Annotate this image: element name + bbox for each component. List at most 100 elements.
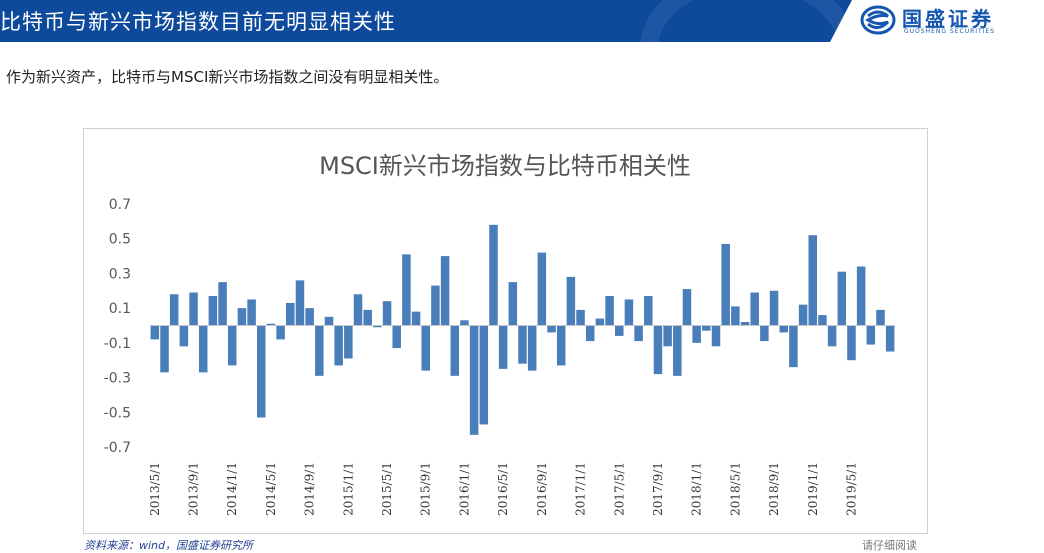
brand-subtitle: GUOSHENG SECURITIES [904,28,996,35]
bar-37 [508,282,518,326]
bar-76 [885,325,895,352]
bar-20 [344,325,353,359]
bar-66 [789,325,798,368]
bar-18 [324,316,334,326]
bar-25 [392,325,401,349]
bar-4 [189,292,198,326]
bar-55 [682,289,692,326]
chart-title: MSCI新兴市场指数与比特币相关性 [319,152,691,180]
x-tick-label-3: 2014/5/1 [264,462,278,516]
bar-32 [460,320,469,326]
y-tick-label-6: -0.5 [104,405,131,421]
x-tick-label-18: 2019/5/1 [844,462,858,516]
header-decoration [640,0,856,42]
bar-56 [692,325,701,343]
brand-name: 国盛证券 [902,7,994,31]
bar-6 [208,295,218,326]
x-tick-label-12: 2017/5/1 [612,462,626,516]
x-tick-label-1: 2013/9/1 [187,462,201,516]
intro-text: 作为新兴资产，比特币与MSCI新兴市场指数之间没有明显相关性。 [6,68,449,86]
x-tick-label-15: 2018/5/1 [728,462,742,516]
bar-16 [305,308,314,326]
bar-28 [421,325,430,371]
bar-65 [779,325,788,333]
bar-64 [769,290,779,326]
y-tick-label-7: -0.7 [104,440,131,456]
bar-7 [218,282,227,326]
bar-70 [827,325,837,347]
bar-52 [653,325,663,375]
bar-50 [634,325,643,342]
bar-36 [498,325,508,369]
bar-3 [179,325,189,347]
bar-11 [257,325,266,418]
brand-block: 国盛证券 GUOSHENG SECURITIES [830,0,1044,42]
bar-41 [547,325,556,333]
bar-48 [615,325,624,336]
y-tick-label-5: -0.3 [104,371,131,387]
brand-logo-icon [860,5,896,35]
x-tick-label-8: 2016/1/1 [457,462,471,516]
x-tick-label-11: 2017/1/1 [574,462,588,516]
bar-9 [237,308,247,326]
x-tick-label-14: 2018/1/1 [690,462,704,516]
bar-46 [595,318,605,326]
bar-68 [808,235,818,326]
x-tick-label-7: 2015/9/1 [419,462,433,516]
bar-57 [702,325,711,331]
x-tick-label-6: 2015/5/1 [380,462,394,516]
bar-1 [160,325,169,373]
bar-54 [673,325,682,376]
bar-59 [721,243,730,326]
x-tick-label-5: 2015/1/1 [341,462,355,516]
bar-0 [150,325,160,340]
bar-27 [411,311,421,326]
bar-31 [450,325,460,376]
bar-72 [847,325,856,361]
x-tick-label-17: 2019/1/1 [806,462,820,516]
x-tick-label-16: 2018/9/1 [767,462,781,516]
x-tick-label-2: 2014/1/1 [225,462,239,516]
bar-5 [198,325,208,373]
bar-35 [489,224,498,326]
bar-44 [576,309,585,326]
bar-75 [876,309,885,326]
bar-21 [353,294,363,326]
page-title: 比特币与新兴市场指数目前无明显相关性 [0,10,396,34]
bar-45 [585,325,595,342]
bar-23 [373,325,382,328]
bar-62 [750,292,759,326]
bar-67 [798,304,808,326]
bar-73 [856,266,866,326]
bar-19 [334,325,343,366]
bar-13 [276,325,285,340]
bar-17 [315,325,324,376]
bar-26 [402,254,411,326]
bar-34 [479,325,489,425]
bar-53 [663,325,672,347]
y-tick-label-1: 0.5 [109,232,131,248]
bar-51 [644,295,653,326]
footer-note: 请仔细阅读 [862,539,917,552]
bar-39 [527,325,537,371]
y-tick-label-0: 0.7 [109,197,131,213]
bar-24 [382,301,392,326]
bar-71 [837,271,847,326]
y-tick-label-4: -0.1 [104,336,131,352]
bar-2 [169,294,179,326]
header-bar: 比特币与新兴市场指数目前无明显相关性 国盛证券 GUOSHENG SECURIT… [0,0,1044,42]
x-tick-label-10: 2016/9/1 [535,462,549,516]
bar-29 [431,285,440,326]
bar-33 [469,325,479,435]
bar-60 [731,306,740,326]
x-tick-label-0: 2013/5/1 [148,462,162,516]
bar-30 [440,256,450,326]
bar-47 [605,295,614,326]
bar-8 [227,325,237,366]
bar-61 [740,322,750,326]
bar-22 [363,309,372,326]
bar-12 [266,323,276,326]
x-tick-label-4: 2014/9/1 [303,462,317,516]
bar-69 [818,315,827,326]
bar-10 [247,299,256,326]
